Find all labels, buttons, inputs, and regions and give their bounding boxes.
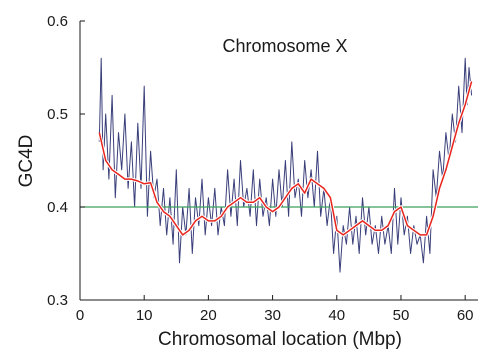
x-tick-label: 40 [328, 307, 345, 324]
raw-series-line [98, 57, 473, 273]
x-tick-label: 10 [136, 307, 153, 324]
x-axis-title: Chromosomal location (Mbp) [158, 329, 402, 350]
y-tick-label: 0.6 [47, 13, 68, 30]
chart-title: Chromosome X [222, 36, 347, 56]
y-tick-label: 0.5 [47, 106, 68, 123]
x-tick-label: 60 [457, 307, 474, 324]
smoothed-series [97, 80, 474, 237]
x-tick-label: 30 [264, 307, 281, 324]
y-tick-label: 0.3 [47, 292, 68, 309]
raw-series [98, 57, 473, 273]
x-tick-label: 20 [200, 307, 217, 324]
x-tick-label: 50 [393, 307, 410, 324]
x-tick-label: 0 [76, 307, 84, 324]
axes [79, 21, 478, 301]
smoothed-series-line [98, 81, 473, 236]
y-ticks: 0.3 0.4 0.5 0.6 [47, 13, 85, 309]
y-axis-title: GC4D [16, 135, 37, 188]
x-ticks: 0 10 20 30 40 50 60 [76, 295, 474, 324]
y-tick-label: 0.4 [47, 199, 68, 216]
